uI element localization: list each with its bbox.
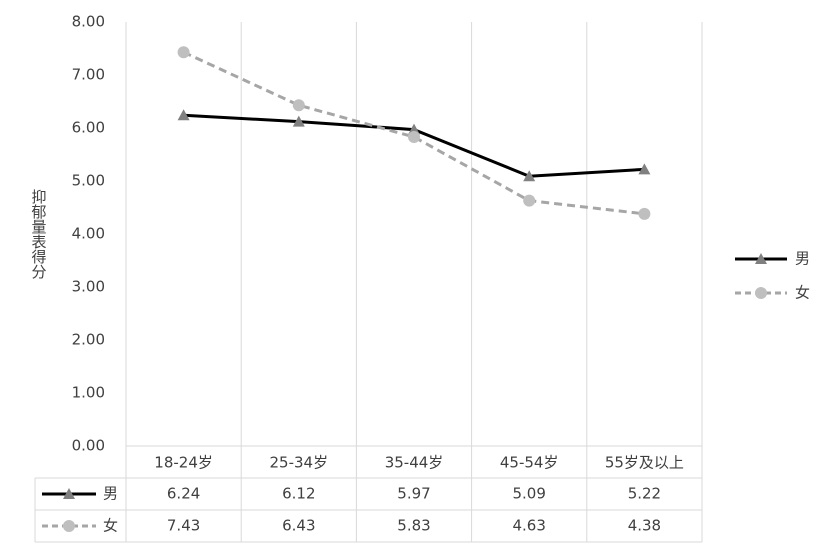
legend-marker <box>63 488 75 499</box>
series-line <box>182 50 645 216</box>
table-value: 5.83 <box>397 517 430 535</box>
table-value: 4.38 <box>628 517 661 535</box>
category-label: 25-34岁 <box>270 454 329 472</box>
table-value: 6.43 <box>282 517 315 535</box>
table-value: 6.12 <box>282 485 315 503</box>
y-tick-label: 8.00 <box>72 13 105 31</box>
data-point <box>638 207 651 220</box>
data-point <box>523 170 536 182</box>
y-tick-label: 0.00 <box>72 437 105 455</box>
data-point <box>292 99 305 112</box>
y-tick-label: 7.00 <box>72 66 105 84</box>
table-value: 5.22 <box>628 485 661 503</box>
y-tick-label: 1.00 <box>72 384 105 402</box>
y-axis-label: 抑郁量表得分 <box>30 189 48 280</box>
y-tick-label: 6.00 <box>72 119 105 137</box>
y-tick-label: 3.00 <box>72 278 105 296</box>
table-value: 4.63 <box>512 517 545 535</box>
data-point <box>523 194 536 207</box>
table-value: 6.24 <box>167 485 200 503</box>
legend-label: 女 <box>795 284 810 302</box>
y-tick-label: 4.00 <box>72 225 105 243</box>
table-value: 5.09 <box>512 485 545 503</box>
table-value: 7.43 <box>167 517 200 535</box>
table-series-label: 男 <box>103 485 118 503</box>
data-point <box>408 131 420 144</box>
table-value: 5.97 <box>397 485 430 503</box>
category-label: 45-54岁 <box>500 454 559 472</box>
legend-marker <box>63 520 75 532</box>
category-label: 55岁及以上 <box>605 454 684 472</box>
legend-label: 男 <box>795 250 810 268</box>
data-point <box>177 46 190 59</box>
y-tick-label: 5.00 <box>72 172 105 190</box>
y-tick-label: 2.00 <box>72 331 105 349</box>
category-label: 35-44岁 <box>385 454 444 472</box>
data-point <box>177 109 190 121</box>
category-label: 18-24岁 <box>154 454 213 472</box>
data-point <box>292 115 305 127</box>
legend-marker <box>755 287 767 299</box>
data-point <box>638 163 651 175</box>
table-series-label: 女 <box>103 517 118 535</box>
legend-marker <box>755 253 767 264</box>
